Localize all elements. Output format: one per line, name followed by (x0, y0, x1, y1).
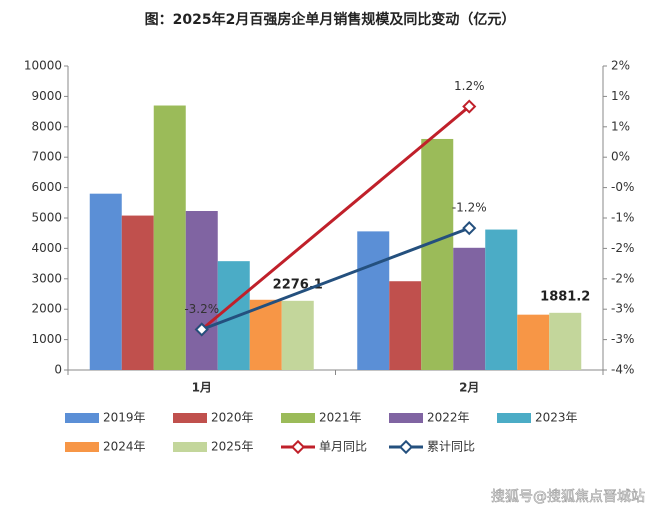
marker (462, 221, 477, 236)
legend-label: 2024年 (103, 440, 146, 454)
bar (421, 138, 454, 370)
y-tick-label: 7000 (31, 150, 62, 164)
bar (517, 314, 550, 370)
bar (249, 299, 282, 370)
line (200, 105, 471, 331)
x-tick-label: 2月 (459, 381, 479, 395)
legend-swatch (65, 413, 99, 423)
legend-label: 2019年 (103, 411, 146, 425)
y2-tick-label: -0% (611, 180, 634, 194)
legend-marker (398, 439, 414, 455)
y-tick-label: 10000 (24, 59, 62, 73)
data-label: 1881.2 (540, 289, 590, 304)
data-label: 1.2% (454, 79, 485, 93)
legend-swatch (389, 413, 423, 423)
legend-label: 单月同比 (319, 440, 367, 454)
legend-label: 2023年 (535, 411, 578, 425)
y2-tick-label: 1% (611, 119, 630, 133)
bar (89, 193, 122, 370)
x-tick-label: 1月 (192, 381, 212, 395)
legend-label: 2021年 (319, 411, 362, 425)
y2-tick-label: -4% (611, 363, 634, 377)
legend-label: 累计同比 (427, 440, 475, 454)
legend-label: 2025年 (211, 440, 254, 454)
legend-label: 2020年 (211, 411, 254, 425)
legend-label: 2022年 (427, 411, 470, 425)
y-tick-label: 2000 (31, 302, 62, 316)
line (201, 226, 470, 331)
y-tick-label: 1000 (31, 332, 62, 346)
data-label: -1.2% (452, 201, 487, 215)
legend-swatch (281, 413, 315, 423)
y-tick-label: 3000 (31, 271, 62, 285)
y2-tick-label: -2% (611, 271, 634, 285)
bar (453, 247, 486, 370)
legend-swatch (497, 413, 531, 423)
bar (485, 229, 518, 370)
watermark: 搜狐号@搜狐焦点晋城站 (491, 489, 645, 505)
y2-tick-label: -3% (611, 332, 634, 346)
y2-tick-label: 0% (611, 150, 630, 164)
bar (281, 300, 314, 370)
y-tick-label: 8000 (31, 119, 62, 133)
bar (549, 312, 582, 370)
legend-swatch (65, 442, 99, 452)
y2-tick-label: -1% (611, 211, 634, 225)
y2-tick-label: -2% (611, 241, 634, 255)
data-label: -3.2% (184, 302, 219, 316)
legend-marker (290, 439, 306, 455)
chart-title: 图：2025年2月百强房企单月销售规模及同比变动（亿元） (145, 11, 516, 28)
y-tick-label: 4000 (31, 241, 62, 255)
bar (153, 105, 186, 371)
y-tick-label: 0 (54, 363, 62, 377)
y2-tick-label: 1% (611, 89, 630, 103)
y-tick-label: 5000 (31, 211, 62, 225)
legend-swatch (173, 413, 207, 423)
bar (185, 211, 218, 370)
bar (217, 261, 250, 370)
data-label: 2276.1 (273, 277, 323, 292)
marker (462, 99, 477, 114)
bar (121, 215, 154, 370)
bar (389, 281, 422, 370)
marker (194, 322, 209, 337)
y2-tick-label: -3% (611, 302, 634, 316)
bar (357, 231, 390, 370)
legend-swatch (173, 442, 207, 452)
y2-tick-label: 2% (611, 59, 630, 73)
y-tick-label: 6000 (31, 180, 62, 194)
y-tick-label: 9000 (31, 89, 62, 103)
